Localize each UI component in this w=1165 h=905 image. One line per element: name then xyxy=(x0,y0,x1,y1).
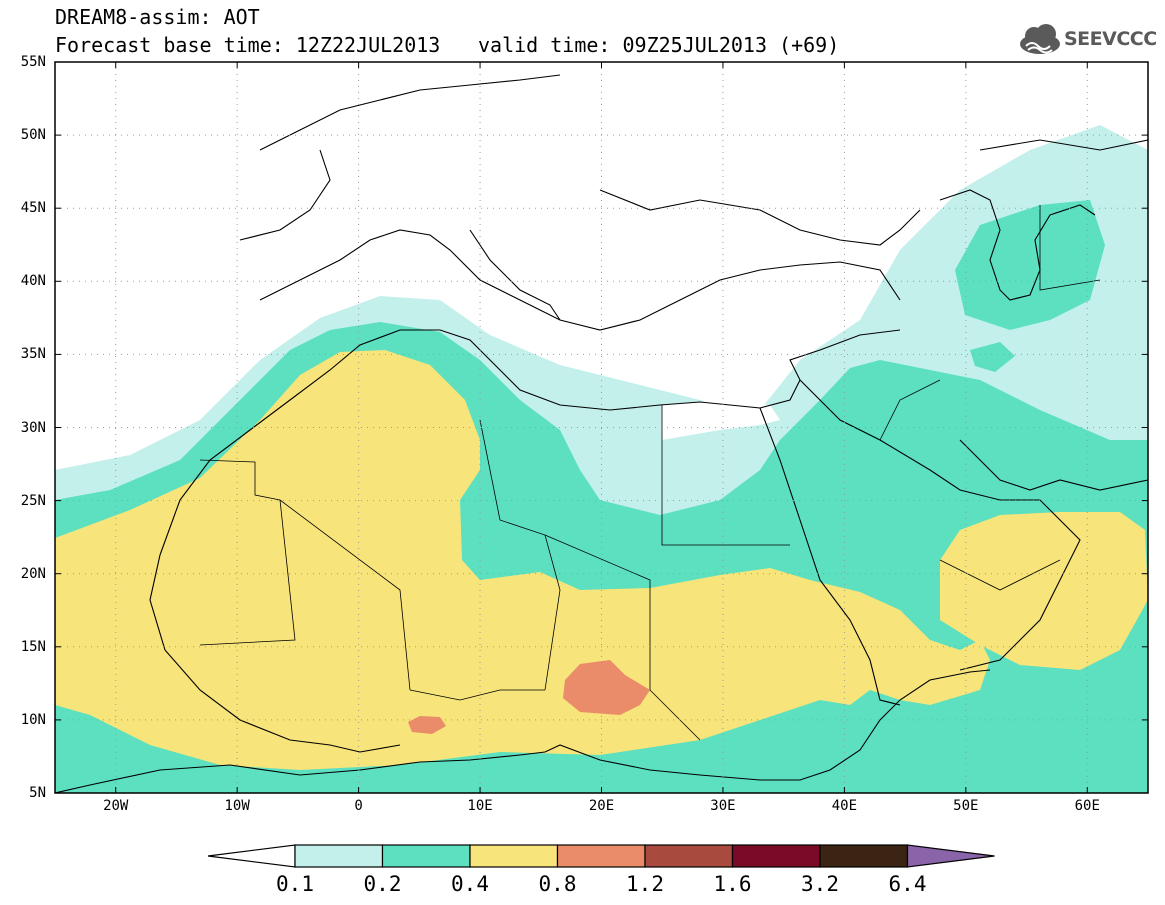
colorbar-level-label: 6.4 xyxy=(888,872,927,896)
lat-label: 40N xyxy=(20,273,46,290)
lon-label: 10W xyxy=(224,798,250,814)
seevccc-logo: SEEVCCC xyxy=(1018,22,1158,58)
colorbar-segment xyxy=(731,844,821,868)
clear-area xyxy=(662,400,780,440)
aot-band-0.8-small xyxy=(408,716,446,734)
lat-label: 20N xyxy=(20,565,46,582)
lon-label: 60E xyxy=(1074,798,1100,814)
coastlines xyxy=(55,74,1148,793)
lat-label: 45N xyxy=(20,200,46,217)
cloud-logo-icon xyxy=(1020,24,1060,54)
colorbar xyxy=(207,844,995,868)
colorbar-segment xyxy=(381,844,471,868)
colorbar-level-label: 0.4 xyxy=(451,872,489,896)
lon-label: 20E xyxy=(588,798,615,814)
gridlines xyxy=(55,62,1148,793)
lat-label: 50N xyxy=(20,127,46,144)
aot-band-0.4 xyxy=(55,350,990,770)
lon-label: 0 xyxy=(354,798,363,814)
colorbar-level-label: 0.1 xyxy=(276,872,314,896)
lon-label: 30E xyxy=(710,798,736,814)
colorbar-level-label: 0.8 xyxy=(538,872,577,896)
colorbar-high-arrow xyxy=(906,844,995,868)
colorbar-segment xyxy=(644,844,734,868)
lat-label: 15N xyxy=(20,638,46,655)
lon-label: 40E xyxy=(831,798,858,814)
lat-label: 30N xyxy=(20,419,46,436)
aot-band-0.4-arabia xyxy=(940,512,1148,670)
colorbar-segment xyxy=(556,844,646,868)
map-frame xyxy=(54,61,1149,794)
forecast-base-time: Forecast base time: 12Z22JUL2013 xyxy=(55,33,441,57)
aot-band-0.8 xyxy=(563,660,650,715)
colorbar-level-label: 1.6 xyxy=(713,872,752,896)
lat-label: 5N xyxy=(29,785,46,801)
lat-label: 35N xyxy=(20,346,46,363)
colorbar-segment xyxy=(294,844,384,868)
aot-band-0.2-caspian xyxy=(955,200,1105,330)
lon-label: 10E xyxy=(467,798,493,814)
lon-label: 20W xyxy=(103,798,129,814)
valid-time: valid time: 09Z25JUL2013 (+69) xyxy=(478,33,840,57)
logo-text: SEEVCCC xyxy=(1064,28,1157,50)
country-borders xyxy=(199,205,1101,741)
colorbar-segment xyxy=(469,844,559,868)
colorbar-segment xyxy=(819,844,909,868)
colorbar-level-label: 1.2 xyxy=(626,872,664,896)
map-title: DREAM8-assim: AOT xyxy=(55,5,260,29)
lat-label: 55N xyxy=(20,54,46,70)
colorbar-level-label: 3.2 xyxy=(801,872,839,896)
lon-label: 50E xyxy=(953,798,979,814)
lat-label: 25N xyxy=(20,492,46,509)
lat-label: 10N xyxy=(20,711,46,728)
colorbar-low-arrow xyxy=(207,844,296,868)
aot-band-0.2-patch xyxy=(970,342,1015,372)
colorbar-level-label: 0.2 xyxy=(363,872,402,896)
